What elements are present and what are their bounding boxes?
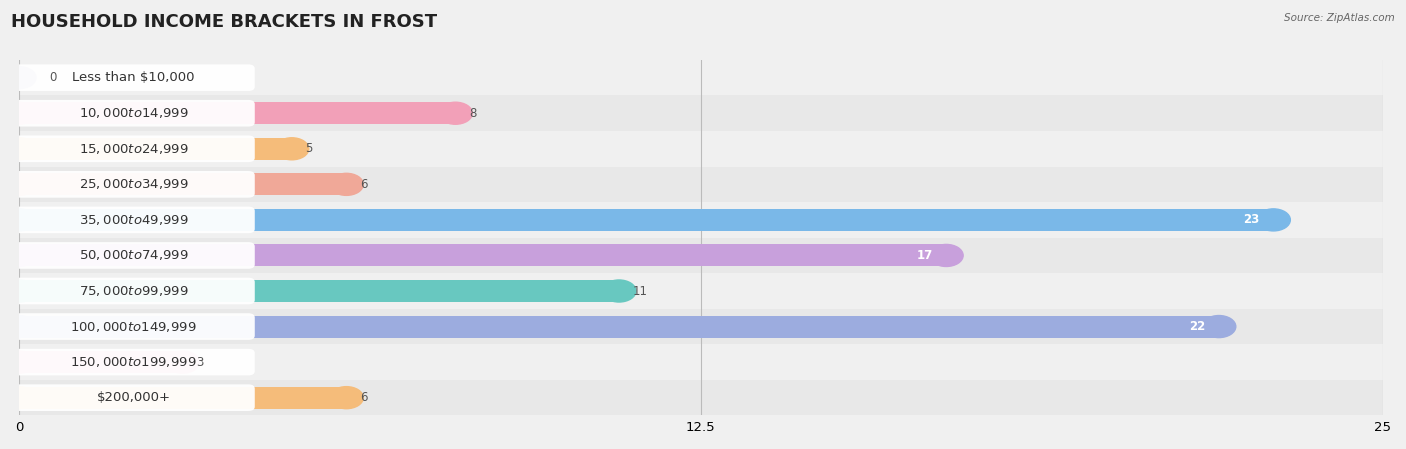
Circle shape: [1257, 209, 1291, 231]
Bar: [20, 167, 1382, 202]
Circle shape: [329, 173, 363, 195]
Text: 3: 3: [197, 356, 204, 369]
Text: $35,000 to $49,999: $35,000 to $49,999: [79, 213, 188, 227]
Bar: [20, 344, 1382, 380]
FancyBboxPatch shape: [13, 207, 254, 233]
FancyBboxPatch shape: [13, 136, 254, 162]
FancyBboxPatch shape: [13, 384, 254, 411]
Bar: [20, 173, 346, 195]
Text: $150,000 to $199,999: $150,000 to $199,999: [70, 355, 197, 369]
Text: 0: 0: [49, 71, 56, 84]
Text: $50,000 to $74,999: $50,000 to $74,999: [79, 248, 188, 263]
Bar: [20, 60, 1382, 96]
Bar: [20, 131, 1382, 167]
Circle shape: [329, 387, 363, 409]
Text: HOUSEHOLD INCOME BRACKETS IN FROST: HOUSEHOLD INCOME BRACKETS IN FROST: [11, 13, 437, 31]
Circle shape: [602, 280, 636, 302]
Text: 5: 5: [305, 142, 314, 155]
Text: Less than $10,000: Less than $10,000: [73, 71, 195, 84]
Circle shape: [3, 209, 37, 231]
Circle shape: [3, 173, 37, 195]
Bar: [20, 309, 1382, 344]
Text: $25,000 to $34,999: $25,000 to $34,999: [79, 177, 188, 191]
FancyBboxPatch shape: [13, 313, 254, 340]
Text: 22: 22: [1189, 320, 1205, 333]
Text: 17: 17: [917, 249, 932, 262]
Circle shape: [166, 351, 200, 373]
Circle shape: [929, 244, 963, 266]
Bar: [20, 387, 346, 409]
Text: 23: 23: [1243, 213, 1260, 226]
Circle shape: [3, 351, 37, 373]
Circle shape: [439, 102, 472, 124]
Text: 8: 8: [470, 107, 477, 120]
Circle shape: [3, 102, 37, 124]
Bar: [20, 238, 1382, 273]
Bar: [20, 244, 946, 266]
Bar: [20, 96, 1382, 131]
Bar: [20, 273, 1382, 309]
FancyBboxPatch shape: [13, 100, 254, 127]
Bar: [20, 280, 619, 302]
Bar: [20, 202, 1382, 238]
Circle shape: [3, 138, 37, 160]
FancyBboxPatch shape: [13, 64, 254, 91]
Circle shape: [3, 316, 37, 338]
Text: $10,000 to $14,999: $10,000 to $14,999: [79, 106, 188, 120]
Circle shape: [1202, 316, 1236, 338]
Bar: [20, 102, 456, 124]
Bar: [20, 380, 1382, 415]
Text: $200,000+: $200,000+: [97, 391, 170, 404]
Text: 11: 11: [633, 285, 648, 298]
Text: $100,000 to $149,999: $100,000 to $149,999: [70, 320, 197, 334]
Bar: [20, 138, 292, 160]
Bar: [20, 351, 183, 373]
Circle shape: [3, 66, 37, 89]
Circle shape: [3, 244, 37, 266]
FancyBboxPatch shape: [13, 242, 254, 269]
FancyBboxPatch shape: [13, 171, 254, 198]
Text: Source: ZipAtlas.com: Source: ZipAtlas.com: [1284, 13, 1395, 23]
Bar: [20, 316, 1219, 338]
Text: $15,000 to $24,999: $15,000 to $24,999: [79, 142, 188, 156]
Circle shape: [3, 387, 37, 409]
FancyBboxPatch shape: [13, 277, 254, 304]
Bar: [20, 209, 1274, 231]
FancyBboxPatch shape: [13, 349, 254, 375]
Circle shape: [3, 280, 37, 302]
Text: 6: 6: [360, 178, 367, 191]
Text: $75,000 to $99,999: $75,000 to $99,999: [79, 284, 188, 298]
Circle shape: [276, 138, 309, 160]
Text: 6: 6: [360, 391, 367, 404]
